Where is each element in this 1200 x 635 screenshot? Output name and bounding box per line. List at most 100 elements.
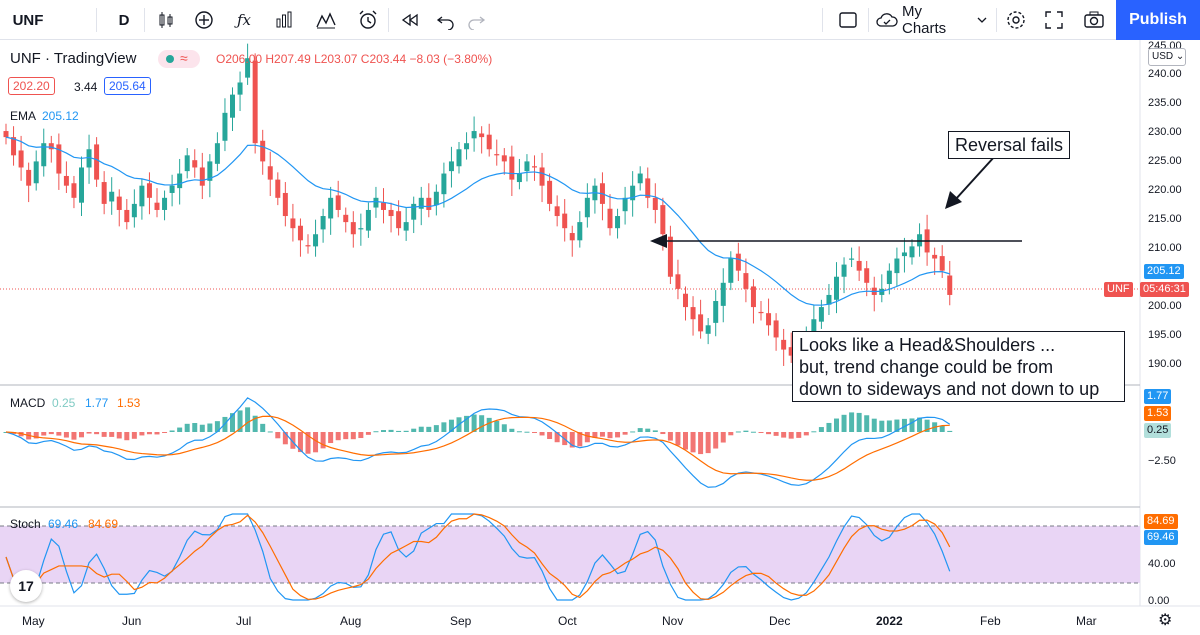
time-label: Aug [340, 614, 362, 628]
candle-body [479, 133, 485, 138]
macd-histogram-bar [396, 430, 402, 432]
macd-histogram-bar [864, 415, 870, 432]
fullscreen-icon[interactable] [1040, 6, 1068, 34]
candle-body [713, 301, 719, 323]
macd-histogram-bar [607, 432, 613, 439]
macd-histogram-bar [335, 432, 341, 441]
interval-button[interactable]: D [118, 11, 130, 29]
macd-histogram-bar [63, 432, 69, 438]
bars-icon[interactable] [270, 6, 298, 34]
candle-body [909, 246, 915, 258]
candle-body [63, 175, 69, 186]
stoch-d-tag: 84.69 [1144, 514, 1178, 529]
macd-histogram-bar [622, 432, 628, 435]
reversal-arrowhead [945, 191, 962, 209]
market-status-badge: ≈ [158, 50, 200, 68]
replay-icon[interactable] [396, 6, 424, 34]
candle-body [373, 197, 379, 208]
candle-body [116, 196, 122, 210]
macd-histogram-bar [214, 421, 220, 432]
price-tick: 240.00 [1148, 68, 1182, 80]
camera-icon[interactable] [1080, 6, 1108, 34]
undo-icon[interactable] [432, 6, 460, 34]
add-indicator-icon[interactable] [190, 6, 218, 34]
macd-histogram-bar [569, 432, 575, 448]
macd-histogram-bar [841, 414, 847, 432]
settings-icon[interactable] [1002, 6, 1030, 34]
candle-body [56, 144, 62, 174]
macd-histogram-bar [33, 432, 39, 439]
candle-body [841, 264, 847, 277]
candle-body [637, 173, 643, 184]
candle-body [290, 218, 296, 229]
candle-body [939, 256, 945, 271]
tradingview-logo: 17 [10, 570, 42, 602]
macd-histogram-bar [554, 432, 560, 443]
macd-histogram-bar [448, 419, 454, 432]
candle-body [388, 209, 394, 217]
macd-histogram-bar [735, 431, 741, 433]
price-tick: 210.00 [1148, 242, 1182, 254]
top-toolbar: UNF D ƒx [0, 0, 1200, 40]
macd-line [5, 397, 951, 488]
macd-histogram-bar [532, 432, 537, 433]
macd-histogram-bar [909, 418, 915, 432]
stoch-band [0, 526, 1140, 583]
candle-body [343, 214, 349, 223]
stoch-label: Stoch [10, 517, 41, 531]
candle-body [282, 192, 288, 217]
publish-button[interactable]: Publish [1116, 0, 1200, 40]
macd-histogram-bar [207, 423, 213, 432]
candle-body [275, 179, 281, 198]
symbol-price-tag: UNF [1104, 282, 1133, 297]
fx-icon[interactable]: ƒx [236, 11, 251, 29]
reversal-note[interactable]: Reversal fails [948, 131, 1071, 159]
macd-histogram-bar [237, 410, 243, 432]
candle-body [411, 203, 417, 220]
macd-histogram-bar [169, 430, 175, 432]
macd-histogram-bar [516, 431, 522, 433]
chevron-down-icon[interactable] [974, 6, 990, 34]
macd-histogram-bar [328, 432, 334, 444]
symbol-search[interactable]: UNF [12, 11, 44, 29]
macd-histogram-bar [252, 415, 258, 432]
macd-histogram-bar [939, 425, 945, 432]
cloud-icon[interactable] [874, 6, 900, 34]
candle-body [131, 203, 137, 218]
candle-body [932, 254, 938, 259]
stoch-k-tag: 69.46 [1144, 530, 1178, 545]
axis-settings-icon[interactable]: ⚙ [1158, 612, 1173, 629]
delay-icon: ≈ [180, 50, 188, 66]
ask-price[interactable]: 205.64 [104, 77, 151, 95]
status-dot-icon [166, 55, 174, 63]
my-charts-button[interactable]: My Charts [902, 3, 947, 37]
candle-body [630, 185, 636, 201]
macd-histogram-bar [365, 432, 371, 435]
head-shoulders-note[interactable]: Looks like a Head&Shoulders ... but, tre… [792, 331, 1125, 402]
candle-body [667, 236, 673, 277]
currency-select[interactable]: USD ⌄ [1148, 48, 1186, 66]
candle-body [554, 206, 560, 217]
macd-hist-tag: 0.25 [1144, 423, 1172, 438]
macd-histogram-bar [297, 432, 303, 453]
macd-histogram-bar [645, 428, 651, 432]
macd-histogram-bar [901, 418, 907, 432]
alert-icon[interactable] [354, 6, 382, 34]
redo-icon[interactable] [462, 6, 490, 34]
layout-icon[interactable] [834, 6, 862, 34]
candle-body [735, 253, 741, 271]
macd-line-value: 1.77 [85, 396, 109, 410]
macd-histogram-bar [826, 422, 832, 432]
candles-icon[interactable] [152, 6, 180, 34]
compare-icon[interactable] [312, 6, 340, 34]
macd-histogram-bar [728, 432, 734, 436]
countdown-tag: 05:46:31 [1140, 282, 1189, 297]
spread-value: 3.44 [74, 80, 98, 94]
candle-body [766, 313, 772, 326]
bid-price[interactable]: 202.20 [8, 77, 55, 95]
candle-body [947, 275, 953, 295]
candle-body [305, 245, 311, 247]
candle-body [516, 173, 522, 183]
candle-body [448, 161, 454, 172]
